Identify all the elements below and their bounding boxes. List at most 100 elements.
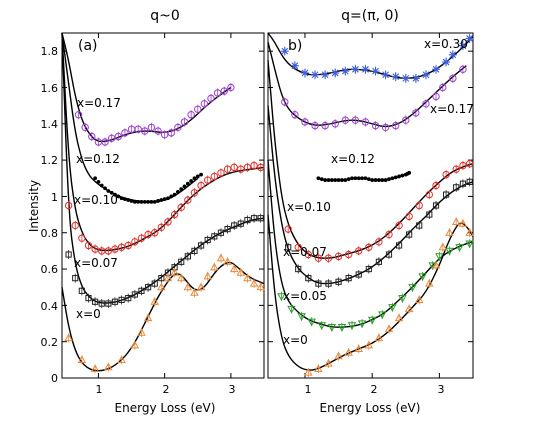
data-point (65, 251, 72, 258)
series-triangle (64, 253, 265, 374)
data-point (187, 111, 195, 119)
data-point (416, 222, 423, 229)
data-point (412, 109, 420, 117)
data-point (453, 184, 460, 191)
data-point (421, 70, 430, 79)
data-point (466, 178, 473, 185)
panel-a-frame (61, 32, 265, 379)
data-point (321, 121, 329, 130)
data-point (422, 100, 430, 108)
data-point (432, 202, 440, 209)
data-point (184, 253, 191, 260)
x-tick-label: 2 (371, 383, 378, 396)
y-axis-label: Intensity (27, 180, 41, 232)
data-point (204, 236, 211, 244)
data-point (406, 231, 413, 238)
data-point (294, 243, 302, 251)
data-point (408, 284, 417, 292)
data-point (314, 364, 323, 373)
data-point (207, 94, 215, 103)
data-point (190, 288, 199, 296)
data-point (250, 215, 258, 222)
panel-b-label-x012: x=0.12 (331, 152, 375, 166)
data-point (210, 172, 219, 181)
data-point (104, 362, 113, 371)
data-point (81, 123, 89, 132)
data-point (435, 253, 444, 261)
data-point (438, 242, 447, 251)
data-point (195, 174, 200, 179)
data-point (236, 268, 246, 276)
data-point (116, 194, 121, 199)
data-point (381, 123, 390, 132)
data-point (465, 160, 474, 168)
data-point (451, 217, 461, 225)
data-point (280, 47, 289, 56)
x-tick-label: 2 (163, 383, 170, 396)
data-point (230, 163, 238, 172)
data-point (174, 123, 182, 132)
data-point (137, 234, 146, 242)
data-point (387, 177, 391, 182)
series-square (65, 213, 264, 309)
data-point (143, 313, 153, 322)
data-point (367, 316, 377, 325)
data-point (119, 196, 124, 201)
data-point (458, 219, 468, 227)
x-tick-label: 1 (305, 383, 312, 396)
data-point (101, 138, 109, 146)
data-point (211, 233, 218, 240)
data-point (204, 176, 212, 184)
data-point (158, 275, 165, 282)
x-tick-label: 3 (229, 383, 236, 396)
data-point (220, 87, 228, 95)
data-point (380, 178, 385, 182)
fit-curve (267, 105, 474, 285)
data-point (331, 68, 340, 77)
data-point (182, 184, 187, 189)
data-point (344, 250, 353, 259)
data-point (213, 89, 222, 97)
data-point (78, 287, 85, 294)
data-point (371, 121, 380, 130)
data-point (144, 284, 152, 291)
panel-b-x-axis-label: Energy Loss (eV) (320, 401, 421, 415)
tick-marks (62, 33, 473, 379)
fit-curve (61, 32, 265, 252)
data-point (223, 257, 232, 265)
y-tick-label: 0 (51, 372, 58, 385)
panel-b-label: b) (288, 38, 302, 54)
y-tick-label: 1.8 (41, 45, 59, 58)
data-point (151, 229, 159, 237)
data-point (333, 178, 338, 182)
data-point (142, 199, 147, 204)
data-point (331, 120, 339, 128)
data-point (176, 189, 180, 194)
fit-curve (61, 261, 265, 372)
data-point (300, 68, 309, 77)
data-point (297, 313, 306, 321)
data-point (138, 287, 145, 294)
data-point (126, 198, 131, 202)
data-point (166, 196, 170, 201)
data-point (130, 340, 140, 349)
data-point (378, 311, 387, 320)
data-point (385, 251, 393, 258)
data-point (402, 116, 410, 124)
data-point (109, 190, 114, 195)
data-point (290, 61, 299, 70)
data-point (243, 273, 252, 282)
data-point (398, 295, 407, 303)
data-point (117, 355, 126, 363)
data-point (442, 170, 450, 179)
series-star (280, 33, 474, 83)
data-point (217, 169, 225, 177)
panel-b-label-x017: x=0.17 (430, 102, 474, 116)
panel-a-label-x010: x=0.10 (74, 193, 118, 207)
data-point (432, 181, 440, 190)
data-point (388, 304, 397, 312)
data-point (224, 226, 231, 233)
data-point (78, 234, 86, 242)
data-point (355, 247, 363, 255)
